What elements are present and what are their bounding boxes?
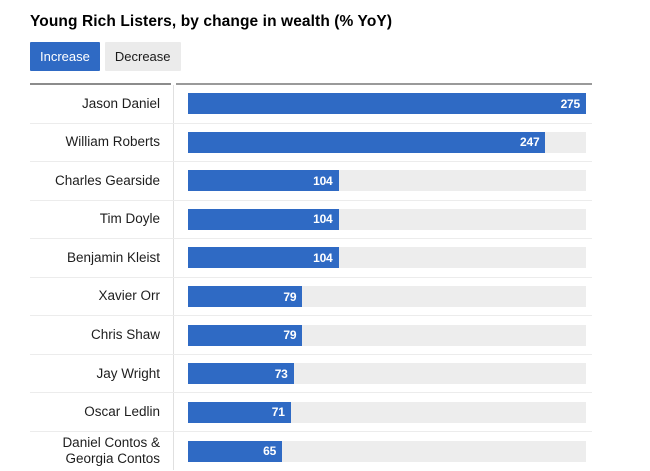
row-label: Benjamin Kleist <box>66 249 160 265</box>
table-row: Oscar Ledlin 71 <box>30 393 592 432</box>
table-row: Xavier Orr 79 <box>30 277 592 317</box>
bar-track: 79 <box>188 286 586 307</box>
row-label: Oscar Ledlin <box>84 404 160 420</box>
bar-track: 71 <box>188 401 586 423</box>
table-row: William Roberts 247 <box>30 123 592 163</box>
chart-container: Young Rich Listers, by change in wealth … <box>30 0 592 471</box>
bar-track: 104 <box>188 208 586 230</box>
bar-track: 104 <box>188 170 586 192</box>
row-label: Chris Shaw <box>90 326 160 342</box>
bar-value-label: 247 <box>520 135 540 150</box>
bar-segment: 104 <box>188 247 339 269</box>
bar-segment: 247 <box>188 131 546 153</box>
bar-segment: 65 <box>188 440 283 462</box>
bar-track: 104 <box>188 247 586 269</box>
bar-segment: 71 <box>188 401 291 423</box>
row-label: Charles Gearside <box>54 172 160 188</box>
bar-track: 73 <box>188 363 586 385</box>
bar-value-label: 104 <box>313 173 333 188</box>
bar-value-label: 104 <box>313 212 333 227</box>
table-row: Jay Wright 73 <box>30 354 592 394</box>
row-label: William Roberts <box>65 134 160 150</box>
bar-value-label: 65 <box>263 444 277 459</box>
table-row: Tim Doyle 104 <box>30 200 592 240</box>
chart-top-border <box>30 83 592 85</box>
row-label: Jay Wright <box>96 365 160 381</box>
bar-segment: 275 <box>188 93 586 115</box>
row-label: Jason Daniel <box>81 95 160 111</box>
table-row: Daniel Contos & Georgia Contos 65 <box>30 431 592 471</box>
bar-segment: 79 <box>188 324 303 346</box>
table-row: Jason Daniel 275 <box>30 85 592 124</box>
bar-chart: Jason Daniel 275 William Roberts 247 <box>30 83 592 471</box>
bar-track: 79 <box>188 324 586 346</box>
row-label: Xavier Orr <box>98 288 160 304</box>
bar-value-label: 79 <box>283 289 297 304</box>
bar-value-label: 275 <box>560 96 581 111</box>
bar-value-label: 104 <box>313 250 333 265</box>
bar-track: 275 <box>188 93 586 115</box>
table-row: Charles Gearside 104 <box>30 162 592 201</box>
table-row: Benjamin Kleist 104 <box>30 239 592 278</box>
tab-increase[interactable]: Increase <box>30 42 100 71</box>
tab-decrease[interactable]: Decrease <box>104 42 181 71</box>
series-tabs: Increase Decrease <box>30 42 592 71</box>
bar-value-label: 79 <box>283 328 297 343</box>
bar-track: 247 <box>188 131 586 153</box>
bar-segment: 73 <box>188 363 294 385</box>
row-label: Tim Doyle <box>99 211 160 227</box>
page-title: Young Rich Listers, by change in wealth … <box>30 13 393 30</box>
bar-segment: 104 <box>188 208 339 230</box>
row-label: Daniel Contos & Georgia Contos <box>62 435 160 467</box>
bar-value-label: 73 <box>274 366 288 381</box>
bar-segment: 79 <box>188 286 303 307</box>
bar-segment: 104 <box>188 170 339 192</box>
bar-track: 65 <box>188 440 586 462</box>
table-row: Chris Shaw 79 <box>30 316 592 355</box>
bar-value-label: 71 <box>271 405 285 420</box>
